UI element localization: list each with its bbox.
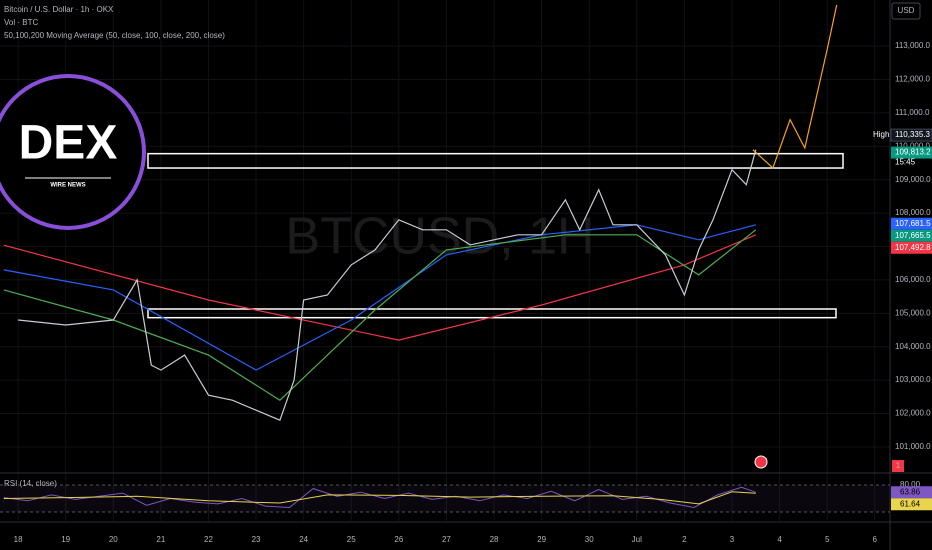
price-tag: 110,335.3 [895,130,931,139]
y-tick-label: 112,000.0 [895,75,931,84]
x-tick-label: 25 [347,535,356,544]
x-tick-label: 21 [156,535,165,544]
price-tag-note: 15:45 [895,158,916,167]
zone-box [147,152,844,169]
series-line [752,4,838,170]
currency[interactable]: USD [898,6,915,15]
rsi-band [0,485,890,512]
logo-tagline: WIRE NEWS [50,183,85,189]
currency-button[interactable] [891,2,921,20]
y-tick-label: 102,000.0 [895,409,931,418]
x-tick-label: 4 [777,535,782,544]
logo-name: DEX [19,117,118,170]
series-line [18,149,757,421]
x-tick-label: 22 [204,535,213,544]
y-tick-label: 110,000.0 [895,141,931,150]
price-tag-bg [891,229,932,242]
y-tick-label: 103,000.0 [895,375,931,384]
x-tick-label: 3 [730,535,735,544]
series-line [3,234,757,341]
series-line [3,491,756,505]
price-tag-bg [891,241,932,254]
x-tick-label: 26 [394,535,403,544]
x-tick-label: 30 [585,535,594,544]
x-tick-label: 20 [109,535,118,544]
y-tick-label: 104,000.0 [895,342,931,351]
price-tag-note: High [873,130,889,139]
event-flag[interactable] [754,455,768,469]
x-tick-label: 19 [61,535,70,544]
x-tick-label: Jul [632,535,642,544]
series-line [3,229,757,401]
grid [0,0,890,521]
x-tick-label: 29 [537,535,546,544]
volume-tag-bg [892,460,904,472]
price-tag: 109,813.2 [895,148,931,157]
y-tick-label: 113,000.0 [895,41,931,50]
price-tag-bg [891,217,932,230]
y-tick-label: 109,000.0 [895,175,931,184]
x-tick-label: 18 [14,535,23,544]
logo-ring [0,74,146,230]
price-tag-bg [891,146,932,159]
price-axis-bg [890,0,932,550]
price-tag: 107,665.5 [895,231,931,240]
rsi-tag-bg [891,498,932,511]
x-tick-label: 27 [442,535,451,544]
x-tick-label: 23 [252,535,261,544]
rsi-tag-bg [891,486,932,499]
rsi-tag: 61.64 [900,499,921,508]
rsi-tag: 63.86 [900,487,921,496]
chart-title: Bitcoin / U.S. Dollar · 1h · OKX [4,5,114,14]
y-tick-label: 111,000.0 [895,108,930,117]
y-tick-label: 106,000.0 [895,275,931,284]
x-tick-label: 5 [825,535,830,544]
rsi-level-label: 80.00 [900,480,921,489]
x-tick-label: 24 [299,535,308,544]
volume-tag: 1 [896,461,901,470]
x-tick-label: 2 [682,535,687,544]
rsi-legend: RSI (14, close) [4,479,57,488]
indicator-legend: 50,100,200 Moving Average (50, close, 10… [4,31,225,40]
logo: DEX WIRE NEWS [0,74,146,230]
x-tick-label: 28 [490,535,499,544]
y-tick-label: 105,000.0 [895,308,931,317]
y-tick-label: 108,000.0 [895,208,931,217]
price-tag-bg [890,128,932,142]
x-tick-label: 6 [873,535,878,544]
price-tag: 107,492.8 [895,243,931,252]
plot [3,4,844,509]
price-tag: 107,681.5 [895,219,931,228]
volume-legend: Vol · BTC [4,18,38,27]
y-tick-label: 101,000.0 [895,442,931,451]
series-line [3,224,756,371]
